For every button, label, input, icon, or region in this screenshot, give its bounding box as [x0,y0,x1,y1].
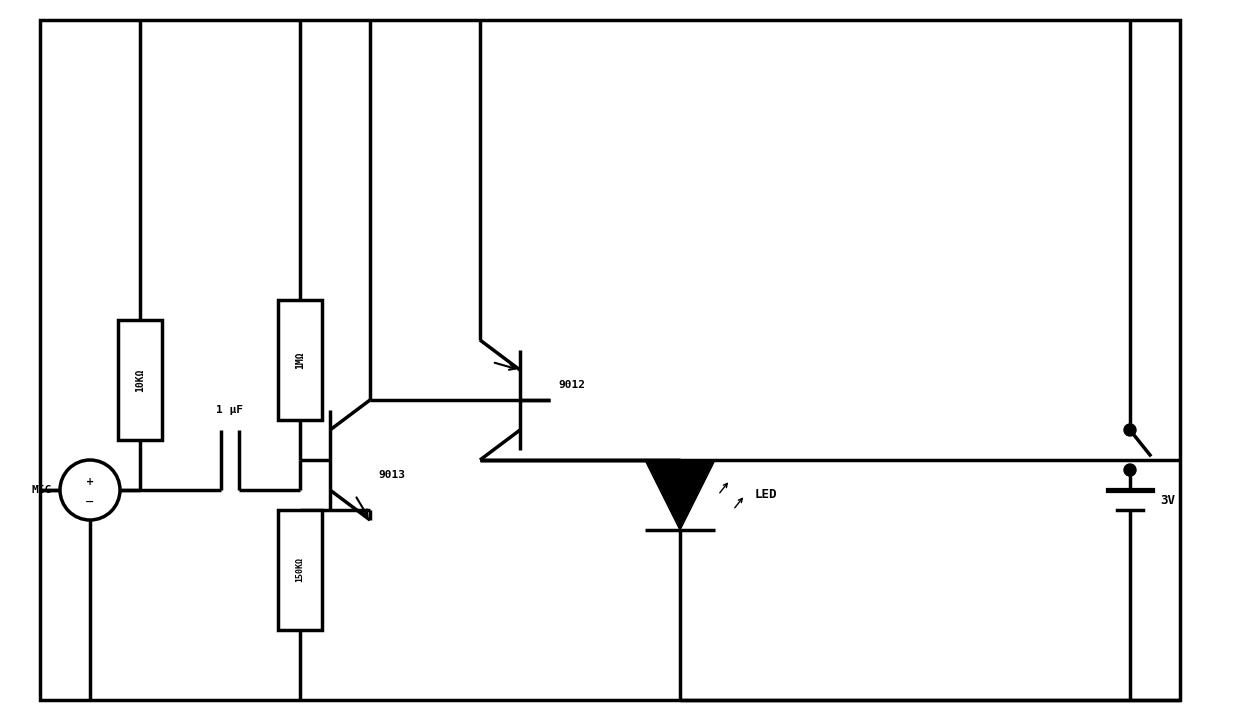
Text: +: + [86,477,94,487]
Bar [278,510,322,630]
Text: 1 μF: 1 μF [217,405,243,415]
Polygon shape [645,460,715,530]
Text: 9012: 9012 [558,380,585,390]
Text: 150KΩ: 150KΩ [295,557,305,583]
Circle shape [60,460,120,520]
Text: MIC: MIC [32,485,52,495]
Bar [118,320,162,440]
Text: 9013: 9013 [378,470,405,480]
Bar [278,300,322,420]
Circle shape [1123,424,1136,436]
Text: 3V: 3V [1159,494,1176,507]
Text: −: − [86,497,94,507]
Text: LED: LED [755,489,777,502]
Text: 1MΩ: 1MΩ [295,351,305,369]
Text: 10KΩ: 10KΩ [135,369,145,392]
Circle shape [1123,464,1136,476]
